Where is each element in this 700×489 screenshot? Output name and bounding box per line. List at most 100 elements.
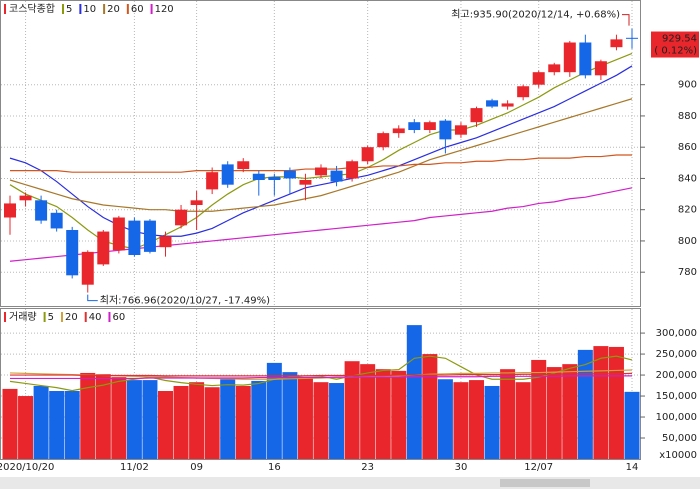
y-tick-label: 780 bbox=[678, 267, 697, 278]
x-tick-label: 09 bbox=[190, 462, 203, 473]
candle-body bbox=[517, 86, 530, 98]
x-tick-label: 23 bbox=[361, 462, 374, 473]
volume-bar bbox=[469, 380, 484, 459]
candle-body bbox=[299, 180, 312, 185]
volume-bar bbox=[18, 396, 34, 459]
min-annotation: 최저:766.96(2020/10/27, -17.49%) bbox=[100, 295, 270, 307]
volume-bar bbox=[142, 380, 158, 459]
moving-average-line bbox=[10, 372, 633, 377]
legend-entry: 120 bbox=[155, 4, 174, 15]
volume-bar bbox=[531, 359, 547, 459]
volume-bar bbox=[220, 379, 236, 459]
volume-bar bbox=[344, 361, 360, 459]
scroll-thumb[interactable] bbox=[500, 479, 590, 487]
scrollbar[interactable] bbox=[0, 477, 700, 489]
current-price: 929.54 bbox=[662, 34, 697, 45]
legend-marker bbox=[4, 312, 6, 322]
legend-marker bbox=[150, 4, 153, 14]
volume-bar bbox=[329, 383, 345, 459]
volume-bar bbox=[577, 349, 593, 459]
unit-label: x10000 bbox=[659, 450, 697, 461]
volume-bar bbox=[189, 382, 205, 459]
volume-bar bbox=[608, 346, 624, 459]
y-tick-label: 50,000 bbox=[662, 433, 697, 444]
legend-marker bbox=[62, 4, 64, 14]
volume-bar bbox=[593, 346, 609, 459]
candle-body bbox=[4, 203, 16, 218]
volume-bar bbox=[204, 387, 220, 459]
candle-body bbox=[81, 251, 94, 285]
moving-average-line bbox=[9, 98, 633, 212]
x-tick-label: 11/02 bbox=[120, 462, 149, 473]
volume-bar bbox=[173, 385, 189, 459]
candle-body bbox=[377, 133, 390, 148]
candle-body bbox=[221, 164, 234, 185]
volume-bar bbox=[562, 364, 578, 459]
legend-entry: 20 bbox=[107, 4, 120, 15]
current-price-box bbox=[651, 31, 699, 58]
volume-bar bbox=[33, 385, 49, 459]
candle-body bbox=[454, 125, 467, 135]
candle-body bbox=[35, 200, 48, 221]
candle-body bbox=[361, 147, 374, 162]
y-tick-label: 300,000 bbox=[656, 328, 697, 339]
candle-body bbox=[610, 39, 623, 48]
volume-bar bbox=[251, 380, 267, 459]
legend-marker bbox=[79, 4, 82, 14]
volume-bar bbox=[266, 362, 282, 459]
candle-body bbox=[50, 212, 63, 229]
legend-entry: 20 bbox=[65, 312, 78, 323]
candle-body bbox=[175, 209, 188, 226]
candle-body bbox=[594, 61, 607, 76]
volume-panel-frame bbox=[0, 308, 641, 460]
legend-entry: 10 bbox=[83, 4, 96, 15]
volume-bar bbox=[422, 354, 438, 459]
candle-body bbox=[19, 195, 32, 201]
legend-title: 코스닥종합 bbox=[9, 3, 55, 15]
price-panel-frame bbox=[0, 0, 641, 307]
volume-bar bbox=[49, 391, 65, 459]
x-tick-label: 16 bbox=[268, 462, 281, 473]
candle-body bbox=[112, 217, 125, 251]
legend-marker bbox=[60, 312, 63, 322]
y-tick-label: 150,000 bbox=[656, 391, 697, 402]
legend-entry: 5 bbox=[48, 312, 54, 323]
volume-bar bbox=[126, 380, 142, 459]
volume-bar bbox=[64, 391, 80, 459]
candle-body bbox=[315, 167, 327, 176]
candle-body bbox=[579, 42, 592, 76]
candle-body bbox=[423, 122, 436, 130]
legend-title: 거래량 bbox=[9, 311, 37, 323]
volume-bar bbox=[546, 367, 562, 459]
legend-entry: 60 bbox=[131, 4, 144, 15]
y-tick-label: 880 bbox=[678, 111, 697, 122]
candle-body bbox=[283, 170, 296, 179]
candle-body bbox=[252, 173, 265, 180]
volume-bar bbox=[313, 382, 329, 459]
candle-body bbox=[97, 231, 110, 265]
legend-entry: 5 bbox=[66, 4, 72, 15]
volume-bar bbox=[624, 391, 640, 459]
max-arrow bbox=[622, 14, 630, 26]
legend-marker bbox=[84, 312, 87, 322]
candle-body bbox=[408, 122, 421, 130]
candle-body bbox=[159, 236, 172, 248]
volume-bar bbox=[453, 382, 469, 459]
candle-body bbox=[532, 72, 545, 85]
max-annotation: 최고:935.90(2020/12/14, +0.68%) bbox=[451, 9, 620, 21]
x-tick-label: 30 bbox=[455, 462, 468, 473]
legend-marker bbox=[4, 4, 6, 14]
candle-body bbox=[439, 120, 452, 140]
volume-bar bbox=[515, 382, 531, 459]
volume-bar bbox=[158, 391, 173, 459]
legend-marker bbox=[108, 312, 111, 322]
volume-bar bbox=[80, 372, 96, 459]
volume-bar bbox=[111, 377, 127, 459]
x-tick-label: 12/07 bbox=[524, 462, 553, 473]
volume-bar bbox=[406, 325, 422, 459]
y-tick-label: 250,000 bbox=[656, 349, 697, 360]
volume-bar bbox=[2, 388, 18, 459]
y-tick-label: 900 bbox=[678, 80, 697, 91]
candle-body bbox=[128, 220, 141, 255]
